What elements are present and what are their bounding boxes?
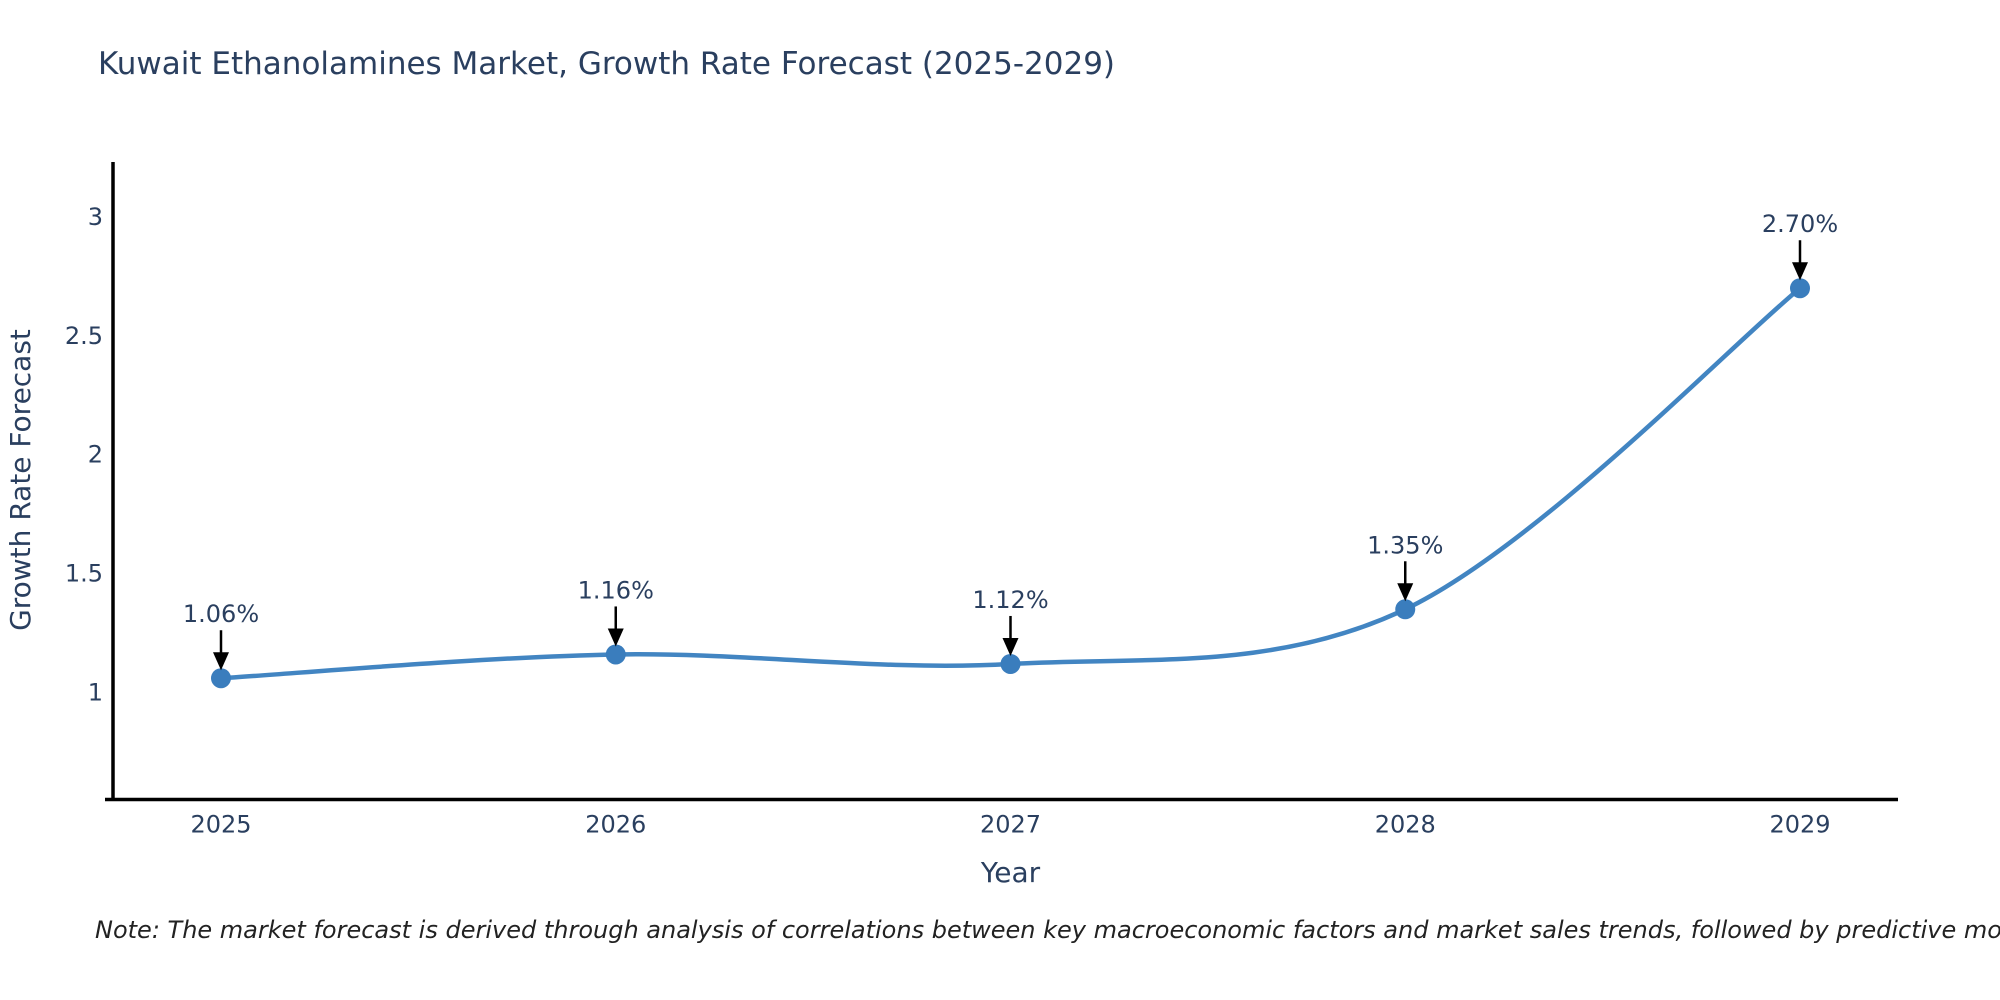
data-point-label: 1.16% bbox=[578, 576, 654, 604]
data-point-label: 1.12% bbox=[972, 586, 1048, 614]
data-point-marker bbox=[1000, 653, 1021, 674]
x-tick-label: 2025 bbox=[190, 811, 251, 839]
y-tick-label: 3 bbox=[88, 203, 103, 231]
annotation-arrow-head bbox=[607, 628, 624, 647]
y-tick-label: 1.5 bbox=[65, 560, 103, 588]
y-tick-label: 2.5 bbox=[65, 322, 103, 350]
annotation-arrow-head bbox=[1397, 583, 1414, 602]
y-tick-label: 2 bbox=[88, 441, 103, 469]
y-axis-title: Growth Rate Forecast bbox=[4, 329, 37, 631]
trend-line bbox=[218, 285, 1803, 681]
y-tick-label: 1 bbox=[88, 679, 103, 707]
x-tick-label: 2029 bbox=[1769, 811, 1830, 839]
data-point-marker bbox=[1790, 278, 1810, 299]
annotation-arrow-head bbox=[213, 652, 229, 671]
data-point-marker bbox=[1395, 599, 1416, 620]
data-point-label: 1.35% bbox=[1367, 531, 1443, 559]
annotation-arrow-head bbox=[1002, 637, 1019, 656]
data-point-marker bbox=[605, 644, 626, 665]
x-tick-label: 2028 bbox=[1375, 811, 1436, 839]
annotation-arrow-head bbox=[1792, 262, 1808, 281]
data-point-marker bbox=[211, 668, 231, 689]
x-tick-label: 2026 bbox=[585, 811, 646, 839]
chart-title: Kuwait Ethanolamines Market, Growth Rate… bbox=[98, 46, 1116, 82]
data-point-label: 2.70% bbox=[1762, 210, 1838, 238]
x-axis-title: Year bbox=[980, 856, 1041, 889]
footnote: Note: The market forecast is derived thr… bbox=[95, 916, 2000, 944]
data-point-label: 1.06% bbox=[183, 600, 259, 628]
x-tick-label: 2027 bbox=[980, 811, 1041, 839]
